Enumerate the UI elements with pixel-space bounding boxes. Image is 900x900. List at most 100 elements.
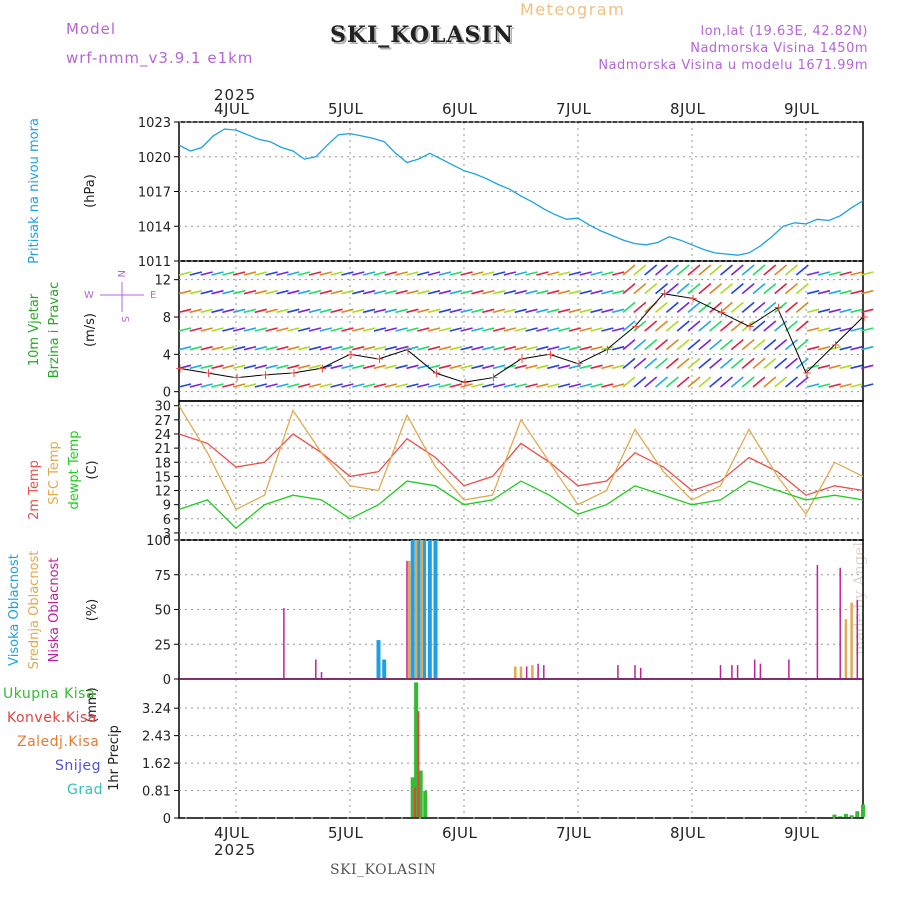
top-day-label: 4JUL [214, 100, 249, 118]
wind-barb [189, 289, 203, 295]
wind-barb [644, 264, 658, 276]
wind-barb [644, 320, 658, 332]
wind-barb [330, 345, 343, 351]
wind-barb [330, 327, 343, 332]
wind-barb [612, 364, 625, 370]
wind-barb [417, 289, 430, 295]
wind-barb [211, 271, 224, 276]
wind-barb [774, 320, 788, 332]
wind-unit: (m/s) [83, 313, 98, 347]
wind-barb [828, 289, 841, 295]
y-tick-label: 4 [163, 348, 171, 363]
wind-barb [254, 364, 268, 370]
wind-barb [850, 308, 863, 314]
wind-barb [319, 308, 332, 314]
wind-barb [438, 289, 452, 295]
y-tick-label: 100 [146, 534, 171, 549]
wind-barb [709, 376, 723, 388]
cloud-bar [514, 666, 517, 678]
wind-barb [276, 345, 289, 351]
wind-barb [839, 271, 852, 276]
bottom-year-label: 2025 [214, 841, 256, 859]
wind-barb [482, 271, 495, 276]
y-tick-label: 1014 [138, 220, 171, 235]
wind-barb [287, 308, 300, 314]
wind-barb [861, 289, 874, 295]
wind-barb [492, 289, 506, 295]
y-tick-label: 30 [154, 400, 171, 415]
wind-gust-mark: + [403, 343, 413, 357]
wind-barb [839, 383, 852, 388]
wind-barb [362, 364, 376, 370]
wind-barb [861, 383, 874, 388]
wind-barb [395, 345, 408, 351]
wind-barb [460, 271, 473, 276]
cloud-bar [519, 666, 523, 678]
wind-barb [297, 308, 311, 314]
wind-barb [503, 327, 517, 332]
wind-barb [449, 289, 462, 295]
wind-barb [839, 345, 852, 351]
wind-barb [590, 345, 603, 351]
wind-barb [579, 364, 592, 370]
wind-barb [406, 364, 419, 370]
cloud-bar [410, 540, 415, 678]
bottom-day-label: 9JUL [784, 824, 819, 842]
wind-barb [784, 339, 798, 351]
wind-barb [232, 308, 246, 314]
wind-barb [330, 271, 343, 276]
wind-barb [536, 345, 549, 351]
wind-barb [741, 339, 755, 351]
cloud-bar [753, 659, 756, 678]
wind-gust-mark: + [346, 347, 356, 361]
wind-barb [243, 364, 257, 370]
wind-barb [503, 271, 517, 276]
wind-barb [536, 271, 549, 276]
model-elevation: Nadmorska Visina u modelu 1671.99m [598, 58, 868, 73]
wind-barb [449, 271, 462, 276]
elevation: Nadmorska Visina 1450m [690, 41, 868, 56]
top-day-label: 8JUL [670, 100, 705, 118]
wind-barb [265, 327, 278, 332]
wind-barb [795, 320, 809, 332]
wind-barb [492, 327, 506, 332]
wind-barb [395, 289, 408, 295]
wind-barb [373, 364, 387, 370]
wind-barb [719, 283, 734, 295]
wind-barb [817, 383, 831, 388]
wind-barb [362, 308, 376, 314]
wind-barb [676, 339, 690, 351]
wind-barb [665, 301, 679, 313]
wind-barb [730, 376, 744, 388]
wind-barb [568, 364, 582, 370]
wind-barb [752, 264, 766, 276]
wind-barb [622, 339, 636, 351]
wind-barb [536, 289, 549, 295]
wind-barb [536, 308, 549, 314]
wind-barb [525, 383, 538, 388]
cloud-bar [543, 665, 545, 678]
wind-barb [547, 345, 560, 351]
wind-barb [395, 327, 408, 332]
wind-barb [601, 327, 614, 332]
precip-bar [414, 682, 419, 817]
wind-barb [460, 327, 473, 332]
wind-barb [741, 376, 755, 388]
wind-barb [427, 308, 441, 314]
wind-barb [861, 308, 874, 314]
wind-barb [438, 271, 452, 276]
wind-barb [254, 289, 268, 295]
wind-barb [373, 271, 387, 276]
wind-barb [417, 327, 430, 332]
wind-barb [406, 327, 419, 332]
wind-barb [330, 308, 343, 314]
wind-barb [784, 357, 798, 369]
wind-barb [352, 383, 365, 388]
wind-barb [568, 308, 582, 314]
wind-barb [308, 289, 322, 295]
wind-barb [709, 283, 723, 295]
wind-barb [568, 327, 582, 332]
precip-legend-item: Zaledj.Kisa [17, 734, 99, 750]
wind-barb [763, 283, 777, 295]
cloud-bar [315, 659, 317, 678]
